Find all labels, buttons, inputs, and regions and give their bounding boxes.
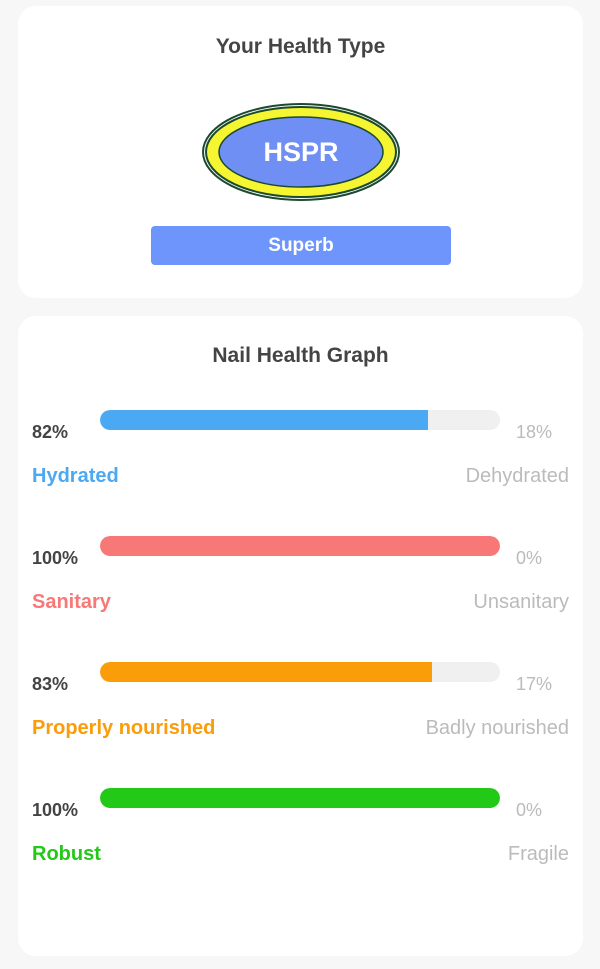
metric-progress-track (100, 788, 500, 808)
metric-progress-track (100, 410, 500, 430)
metric-left-percent: 100% (32, 548, 79, 568)
metric-right-percent: 18% (516, 422, 553, 442)
metric-left-label: Hydrated (32, 465, 119, 487)
metric-progress-track (100, 662, 500, 682)
metric-right-label: Badly nourished (425, 717, 569, 739)
nail-health-graph-title: Nail Health Graph (212, 344, 389, 367)
nail-health-graph-card: Nail Health Graph 82% 18% Hydrated Dehyd… (18, 316, 583, 956)
metric-progress-fill (100, 662, 432, 682)
health-rating-badge: Superb (151, 226, 451, 265)
health-type-title: Your Health Type (215, 35, 386, 58)
metric-progress-fill (100, 536, 500, 556)
metric-left-label: Properly nourished (32, 717, 216, 739)
metric-left-percent: 83% (32, 674, 69, 694)
metric-right-percent: 0% (516, 548, 543, 568)
metric-right-label: Fragile (507, 843, 569, 865)
metric-left-label: Robust (32, 843, 101, 865)
metric-right-percent: 0% (516, 800, 543, 820)
metric-progress-track (100, 536, 500, 556)
health-type-code: HSPR (263, 137, 339, 167)
metric-robustness: 100% 0% Robust Fragile (18, 788, 583, 868)
metric-left-percent: 100% (32, 800, 79, 820)
health-type-card: Your Health Type HSPR Superb (18, 6, 583, 298)
metric-right-label: Dehydrated (465, 465, 569, 487)
metric-progress-fill (100, 788, 500, 808)
metric-hydration: 82% 18% Hydrated Dehydrated (18, 410, 583, 490)
metric-nourishment: 83% 17% Properly nourished Badly nourish… (18, 662, 583, 742)
health-type-badge: HSPR (201, 102, 401, 202)
metric-sanitation: 100% 0% Sanitary Unsanitary (18, 536, 583, 616)
badge-ellipse-icon (202, 103, 400, 201)
metric-left-label: Sanitary (32, 591, 111, 613)
metric-right-label: Unsanitary (473, 591, 569, 613)
metric-left-percent: 82% (32, 422, 69, 442)
metric-progress-fill (100, 410, 428, 430)
metric-right-percent: 17% (516, 674, 553, 694)
